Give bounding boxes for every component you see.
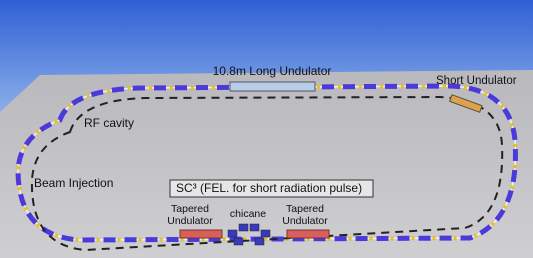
tapered-undulator-right — [287, 230, 329, 238]
long-undulator — [230, 82, 315, 91]
label-tapered-right: Undulator — [282, 215, 328, 227]
label-chicane: chicane — [230, 208, 266, 220]
label-sc3: SC³ (FEL. for short radiation pulse) — [176, 181, 362, 195]
label-beam-injection: Beam Injection — [34, 176, 113, 190]
label-long-undulator: 10.8m Long Undulator — [213, 64, 332, 78]
page: 10.8m Long Undulator Short Undulator RF … — [0, 0, 533, 258]
label-short-undulator: Short Undulator — [436, 75, 517, 87]
label-tapered-right: Tapered — [286, 203, 324, 215]
label-tapered-left: Undulator — [167, 215, 213, 227]
label-rf-cavity: RF cavity — [84, 116, 134, 130]
diagram: 10.8m Long Undulator Short Undulator RF … — [0, 0, 533, 258]
tapered-undulator-left — [180, 230, 222, 238]
label-tapered-left: Tapered — [171, 203, 209, 215]
